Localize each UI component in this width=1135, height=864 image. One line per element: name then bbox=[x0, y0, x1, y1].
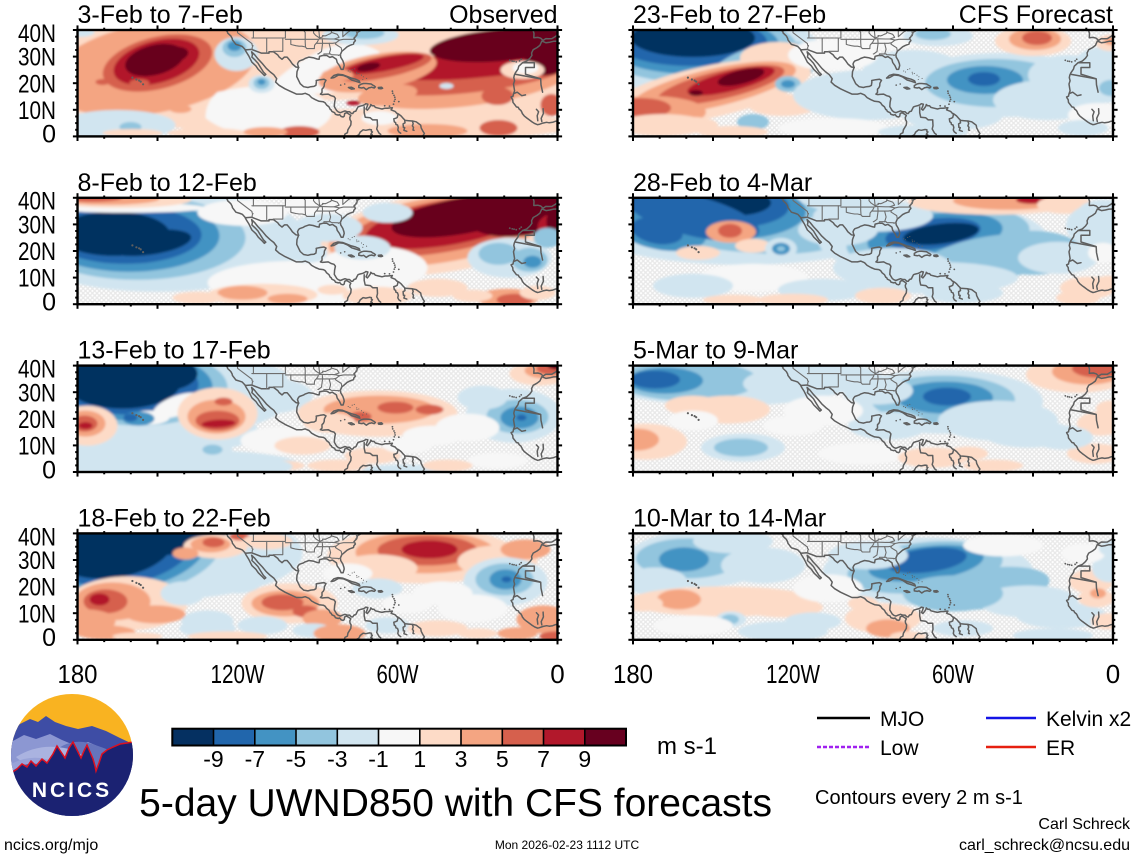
svg-text:20N: 20N bbox=[18, 406, 56, 434]
svg-text:120W: 120W bbox=[211, 659, 265, 689]
svg-text:5-Mar to 9-Mar: 5-Mar to 9-Mar bbox=[633, 337, 798, 365]
svg-text:10N: 10N bbox=[18, 433, 56, 461]
svg-text:7: 7 bbox=[537, 746, 550, 772]
svg-text:20N: 20N bbox=[18, 574, 56, 602]
svg-text:NCICS: NCICS bbox=[32, 779, 112, 802]
svg-text:23-Feb to 27-Feb: 23-Feb to 27-Feb bbox=[633, 1, 826, 29]
svg-text:40N: 40N bbox=[18, 356, 56, 384]
svg-text:5-day UWND850 with CFS forecas: 5-day UWND850 with CFS forecasts bbox=[139, 782, 772, 825]
svg-text:ncics.org/mjo: ncics.org/mjo bbox=[4, 837, 98, 854]
svg-text:40N: 40N bbox=[18, 20, 56, 48]
svg-text:-1: -1 bbox=[368, 746, 388, 772]
svg-text:13-Feb to 17-Feb: 13-Feb to 17-Feb bbox=[78, 337, 271, 365]
svg-text:40N: 40N bbox=[18, 188, 56, 216]
svg-text:MJO: MJO bbox=[880, 708, 924, 731]
svg-text:10-Mar to 14-Mar: 10-Mar to 14-Mar bbox=[633, 504, 826, 532]
svg-text:Low: Low bbox=[880, 737, 919, 760]
svg-text:Mon 2026-02-23 1112 UTC: Mon 2026-02-23 1112 UTC bbox=[495, 838, 640, 852]
svg-text:20N: 20N bbox=[18, 238, 56, 266]
svg-text:-7: -7 bbox=[245, 746, 265, 772]
svg-text:0: 0 bbox=[42, 456, 56, 484]
svg-text:30N: 30N bbox=[18, 379, 56, 407]
svg-text:-3: -3 bbox=[327, 746, 347, 772]
svg-text:20N: 20N bbox=[18, 70, 56, 98]
svg-text:5: 5 bbox=[496, 746, 509, 772]
svg-text:10N: 10N bbox=[18, 265, 56, 293]
svg-text:10N: 10N bbox=[18, 97, 56, 125]
svg-text:60W: 60W bbox=[377, 659, 419, 689]
svg-text:Carl Schreck: Carl Schreck bbox=[1038, 816, 1131, 833]
svg-text:18-Feb to 22-Feb: 18-Feb to 22-Feb bbox=[78, 504, 271, 532]
svg-text:Kelvin x2: Kelvin x2 bbox=[1046, 708, 1131, 731]
svg-text:0: 0 bbox=[550, 659, 564, 689]
svg-text:60W: 60W bbox=[932, 659, 974, 689]
svg-text:0: 0 bbox=[42, 121, 56, 149]
svg-text:120W: 120W bbox=[766, 659, 820, 689]
svg-text:180: 180 bbox=[58, 659, 98, 689]
svg-text:3-Feb to 7-Feb: 3-Feb to 7-Feb bbox=[78, 1, 243, 29]
svg-text:180: 180 bbox=[613, 659, 653, 689]
svg-text:28-Feb to 4-Mar: 28-Feb to 4-Mar bbox=[633, 169, 812, 197]
svg-text:CFS Forecast: CFS Forecast bbox=[959, 1, 1113, 29]
svg-text:30N: 30N bbox=[18, 212, 56, 240]
svg-text:carl_schreck@ncsu.edu: carl_schreck@ncsu.edu bbox=[959, 837, 1130, 854]
svg-text:0: 0 bbox=[1106, 659, 1120, 689]
svg-text:Contours every 2 m s-1: Contours every 2 m s-1 bbox=[815, 787, 1023, 809]
svg-text:0: 0 bbox=[42, 624, 56, 652]
svg-text:-9: -9 bbox=[203, 746, 223, 772]
svg-text:10N: 10N bbox=[18, 600, 56, 628]
svg-text:ER: ER bbox=[1046, 737, 1075, 760]
svg-text:3: 3 bbox=[455, 746, 468, 772]
svg-text:9: 9 bbox=[578, 746, 591, 772]
svg-text:30N: 30N bbox=[18, 547, 56, 575]
svg-text:8-Feb to 12-Feb: 8-Feb to 12-Feb bbox=[78, 169, 257, 197]
svg-text:1: 1 bbox=[413, 746, 426, 772]
svg-text:Observed: Observed bbox=[449, 1, 557, 29]
svg-text:30N: 30N bbox=[18, 44, 56, 72]
svg-text:m s-1: m s-1 bbox=[657, 733, 717, 760]
svg-text:0: 0 bbox=[42, 289, 56, 317]
svg-text:40N: 40N bbox=[18, 523, 56, 551]
svg-text:-5: -5 bbox=[286, 746, 306, 772]
